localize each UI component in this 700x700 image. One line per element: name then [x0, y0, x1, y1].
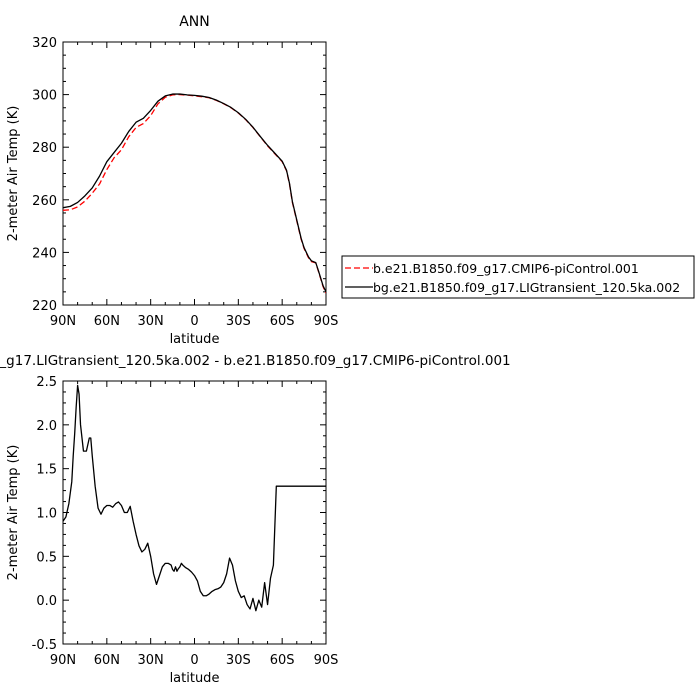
y-tick-label: 220 — [32, 299, 57, 314]
y-tick-label: 240 — [32, 246, 57, 261]
x-tick-label: 30N — [138, 653, 164, 668]
y-axis-label: 2-meter Air Temp (K) — [6, 106, 21, 242]
y-tick-label: 0.0 — [36, 594, 57, 609]
x-axis-label: latitude — [170, 671, 220, 686]
x-tick-label: 60N — [94, 314, 120, 329]
x-tick-label: 90S — [314, 314, 339, 329]
legend: b.e21.B1850.f09_g17.CMIP6-piControl.001b… — [341, 255, 695, 299]
plot-frame — [62, 41, 327, 306]
x-tick-label: 30N — [138, 314, 164, 329]
series-line-2 — [63, 93, 326, 293]
y-tick-label: 280 — [32, 141, 57, 156]
legend-box — [341, 255, 695, 299]
x-tick-label: 0 — [190, 653, 198, 668]
x-tick-label: 0 — [190, 314, 198, 329]
chart-title: ANN — [179, 14, 210, 30]
y-tick-label: 260 — [32, 194, 57, 209]
y-tick-label: 1.5 — [36, 463, 57, 478]
y-tick-label: 2.0 — [36, 419, 57, 434]
y-tick-label: 320 — [32, 36, 57, 51]
x-tick-label: 90N — [50, 314, 76, 329]
y-tick-label: 300 — [32, 89, 57, 104]
x-tick-label: 60N — [94, 653, 120, 668]
y-tick-label: 0.5 — [36, 550, 57, 565]
x-tick-label: 60S — [270, 653, 295, 668]
legend-entry: bg.e21.B1850.f09_g17.LIGtransient_120.5k… — [373, 280, 680, 295]
x-tick-label: 30S — [226, 653, 251, 668]
y-tick-label: 1.0 — [36, 507, 57, 522]
x-axis-label: latitude — [170, 332, 220, 347]
chart-title: bg.e21.B1850.f09_g17.LIGtransient_120.5k… — [0, 353, 511, 369]
x-tick-label: 30S — [226, 314, 251, 329]
chart-1: 220 240 260 280 300 320 90N 60N 30N 0 30S 60S 90S ANN… — [6, 14, 695, 347]
legend-entry: b.e21.B1850.f09_g17.CMIP6-piControl.001 — [373, 261, 639, 276]
series-line-1 — [63, 93, 326, 294]
y-tick-label: -0.5 — [32, 638, 57, 653]
series-line-1 — [63, 384, 326, 612]
chart-2: -0.5 0.0 0.5 1.0 1.5 2.0 2.5 90N 60N 30N 0 30S 60S 90… — [0, 353, 511, 686]
y-tick-label: 2.5 — [36, 375, 57, 390]
x-tick-label: 90S — [314, 653, 339, 668]
x-tick-label: 90N — [50, 653, 76, 668]
x-tick-label: 60S — [270, 314, 295, 329]
y-axis-label: 2-meter Air Temp (K) — [6, 445, 21, 581]
